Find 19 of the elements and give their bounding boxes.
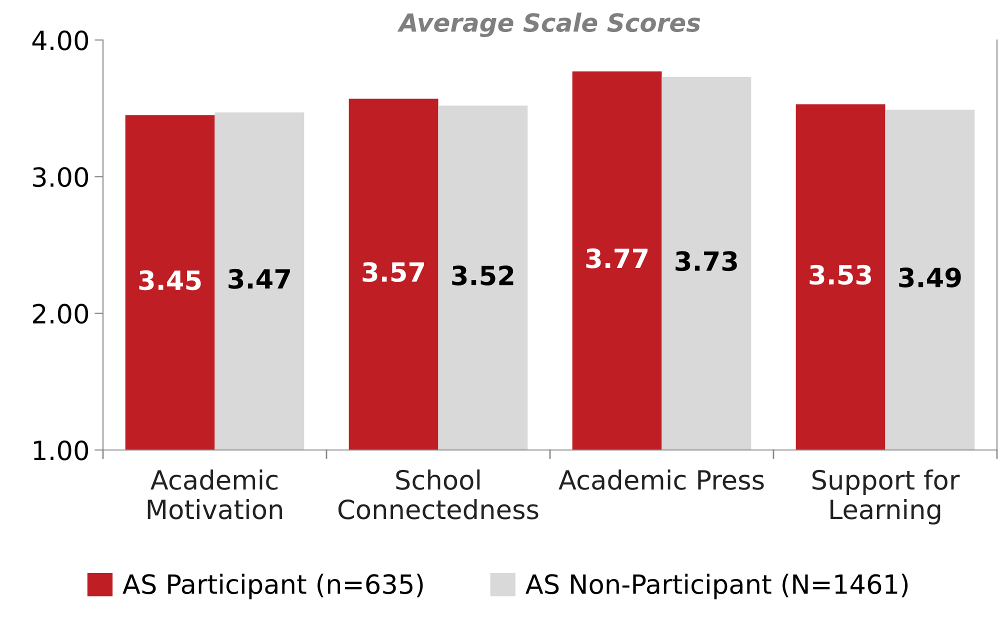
data-label: 3.77 <box>586 248 648 268</box>
data-label: 3.57 <box>362 262 424 282</box>
y-tick-label: 1.00 <box>34 440 88 460</box>
data-label: 3.53 <box>810 264 872 285</box>
legend-label: AS Non-Participant (N=1461) <box>526 574 908 600</box>
y-tick-label: 4.00 <box>32 30 88 50</box>
data-label: 3.47 <box>228 268 290 289</box>
data-label: 3.73 <box>676 251 737 272</box>
data-label: 3.52 <box>452 265 514 286</box>
x-tick-label: Academic Press <box>558 469 764 490</box>
chart-title: Average Scale Scores <box>397 12 700 38</box>
data-label: 3.49 <box>899 268 961 288</box>
y-tick-label: 3.00 <box>33 167 88 188</box>
x-tick-label: School Connectedness <box>338 469 538 520</box>
data-label: 3.45 <box>139 270 201 290</box>
y-tick-label: 2.00 <box>32 304 88 324</box>
x-tick-label: Support for Learning <box>812 469 960 525</box>
legend-label: AS Participant (n=635) <box>122 574 423 600</box>
x-tick-label: Academic Motivation <box>148 469 282 520</box>
